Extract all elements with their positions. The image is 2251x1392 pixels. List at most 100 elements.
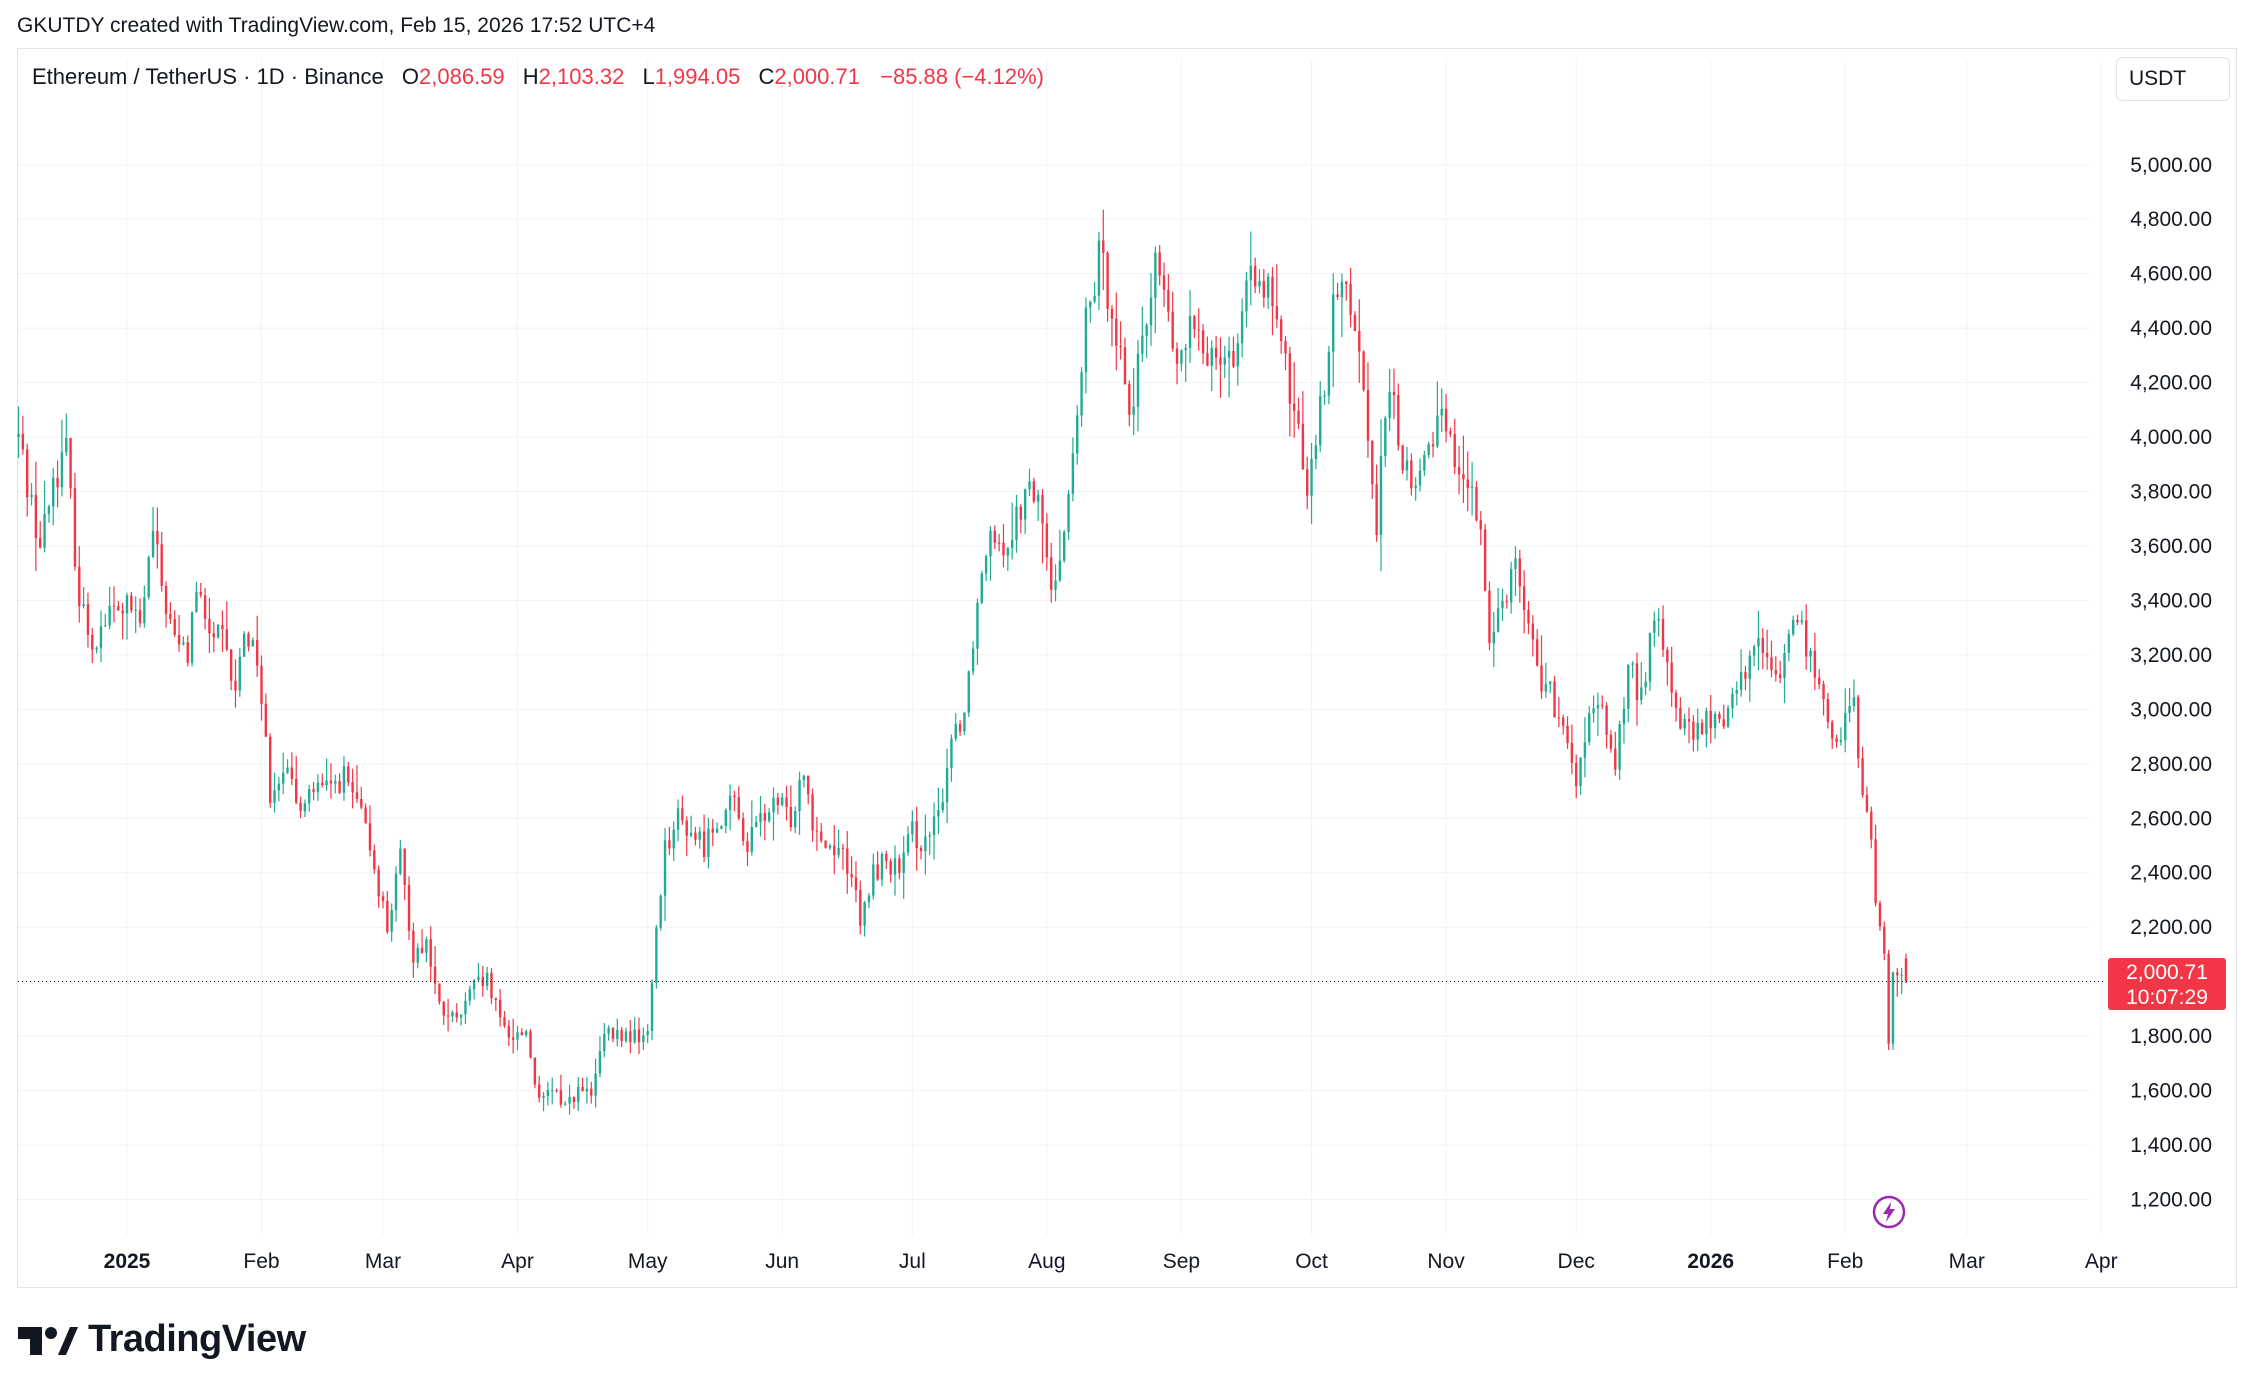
candle-body: [950, 738, 953, 769]
candle-body: [1509, 568, 1513, 603]
candle-body: [980, 573, 983, 603]
candle-body: [1097, 240, 1101, 296]
candle-body: [1653, 620, 1656, 633]
candle-body: [1045, 523, 1049, 558]
candle-body: [1457, 467, 1461, 475]
candle-body: [828, 845, 832, 848]
candle-body: [1618, 724, 1621, 770]
candle-body: [91, 634, 94, 650]
candle-body: [156, 531, 159, 545]
candle-body: [993, 530, 996, 543]
candle-body: [1392, 391, 1396, 396]
candle-body: [1596, 704, 1600, 709]
candle-body: [485, 972, 489, 987]
candle-body: [1201, 330, 1205, 354]
candle-body: [1171, 311, 1174, 349]
candle-body: [1154, 252, 1157, 298]
candle-body: [1253, 265, 1257, 287]
candle-body: [785, 797, 788, 807]
candle-body: [624, 1031, 628, 1041]
candle-body: [1731, 693, 1734, 709]
candle-body: [1358, 330, 1361, 352]
candle-body: [1002, 542, 1005, 556]
candle-body: [507, 1025, 511, 1038]
price-tick-label: 3,600.00: [2130, 535, 2212, 558]
candle-body: [694, 832, 697, 840]
candle-body: [225, 629, 228, 650]
candle-body: [945, 768, 949, 803]
time-tick-label: Aug: [1028, 1250, 1065, 1273]
candle-body: [1089, 301, 1092, 308]
candle-body: [108, 605, 111, 626]
candle-body: [1063, 531, 1066, 561]
candle-body: [520, 1032, 524, 1035]
candle-body: [1475, 486, 1478, 521]
candle-body: [425, 939, 428, 953]
candle-body: [182, 642, 185, 645]
candle-body: [1800, 620, 1804, 623]
candle-body: [1848, 705, 1851, 713]
candle-body: [78, 566, 81, 607]
symbol-name[interactable]: Ethereum / TetherUS · 1D · Binance: [32, 64, 384, 89]
candle-body: [741, 818, 745, 841]
time-tick-label: Sep: [1163, 1250, 1200, 1273]
candle-body: [1080, 372, 1083, 416]
candle-body: [1006, 547, 1010, 556]
candle-body: [1340, 281, 1344, 298]
candle-body: [377, 869, 380, 897]
candle-body: [73, 488, 77, 567]
candle-body: [1583, 742, 1587, 758]
candle-body: [1761, 637, 1765, 653]
candle-body: [277, 783, 281, 791]
bar-countdown: 10:07:29: [2126, 986, 2208, 1009]
candle-body: [1301, 423, 1305, 470]
price-tick-label: 3,800.00: [2130, 481, 2212, 504]
candle-body: [1865, 794, 1869, 812]
price-tick-label: 4,400.00: [2130, 317, 2212, 340]
candle-body: [1058, 560, 1062, 581]
candle-body: [837, 847, 840, 856]
candle-body: [1288, 353, 1292, 404]
candle-body: [286, 767, 289, 773]
candle-body: [1418, 470, 1422, 486]
time-tick-label: Apr: [2085, 1250, 2118, 1273]
candle-body: [1796, 619, 1799, 623]
candle-body: [1197, 329, 1200, 331]
candle-body: [1236, 343, 1239, 367]
candle-body: [1778, 674, 1782, 678]
candle-body: [733, 795, 736, 798]
chart-frame[interactable]: [17, 48, 2237, 1288]
candle-body: [1470, 486, 1474, 488]
candle-body: [759, 813, 762, 823]
candle-body: [1878, 903, 1882, 927]
candle-body: [212, 633, 215, 638]
candle-body: [546, 1090, 550, 1096]
candle-body: [967, 671, 970, 713]
candle-body: [620, 1030, 623, 1041]
candles: [17, 209, 1908, 1115]
candle-body: [863, 902, 866, 926]
currency-button[interactable]: USDT: [2116, 57, 2230, 101]
price-tick-label: 4,600.00: [2130, 263, 2212, 286]
candle-body: [850, 873, 853, 878]
candle-body: [1180, 350, 1183, 364]
candle-body: [208, 618, 211, 634]
candle-body: [47, 506, 51, 514]
candle-body: [841, 847, 845, 849]
candle-body: [1336, 294, 1339, 298]
candle-body: [112, 605, 116, 607]
candle-body: [607, 1027, 610, 1034]
candle-body: [255, 640, 259, 666]
candle-body: [1870, 811, 1873, 840]
candle-body: [1258, 280, 1261, 287]
candle-body: [1605, 705, 1608, 735]
candle-body: [1453, 434, 1456, 468]
candle-body: [386, 901, 389, 932]
tradingview-logo[interactable]: TradingView: [18, 1318, 306, 1361]
last-price-value: 2,000.71: [2126, 961, 2208, 984]
candle-body: [707, 828, 710, 857]
lightning-icon[interactable]: [1871, 1194, 1907, 1230]
candle-body: [1071, 453, 1075, 494]
candle-body: [334, 781, 337, 784]
